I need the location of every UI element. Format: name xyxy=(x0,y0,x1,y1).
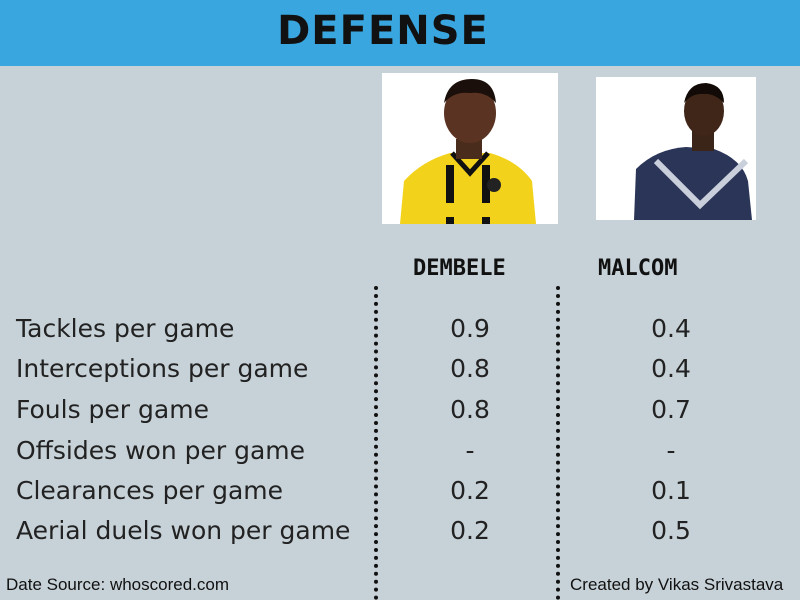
stat-row-aerial-duels: Aerial duels won per game 0.2 0.5 xyxy=(0,516,800,556)
stat-value-malcom: 0.5 xyxy=(651,516,691,545)
column-divider-left xyxy=(374,286,378,600)
player-photo-navy-kit-icon xyxy=(596,77,756,220)
player-name-dembele: DEMBELE xyxy=(413,256,506,281)
stat-row-interceptions: Interceptions per game 0.8 0.4 xyxy=(0,354,800,394)
stat-value-dembele: 0.9 xyxy=(450,314,490,343)
stat-value-dembele: 0.2 xyxy=(450,476,490,505)
stat-value-malcom: - xyxy=(666,436,676,465)
stat-label: Fouls per game xyxy=(16,395,209,424)
stat-value-malcom: 0.7 xyxy=(651,395,691,424)
stat-value-dembele: - xyxy=(465,436,475,465)
stat-row-fouls: Fouls per game 0.8 0.7 xyxy=(0,395,800,435)
stat-row-tackles: Tackles per game 0.9 0.4 xyxy=(0,314,800,354)
player-photo-yellow-kit-icon xyxy=(382,73,558,224)
player-photo-dembele xyxy=(382,73,558,224)
stat-value-malcom: 0.1 xyxy=(651,476,691,505)
stat-value-dembele: 0.8 xyxy=(450,395,490,424)
stat-value-dembele: 0.2 xyxy=(450,516,490,545)
stat-label: Tackles per game xyxy=(16,314,235,343)
stat-value-malcom: 0.4 xyxy=(651,314,691,343)
data-source-note: Date Source: whoscored.com xyxy=(6,575,229,594)
page-title: DEFENSE xyxy=(277,8,489,54)
header-bar: DEFENSE xyxy=(0,0,800,66)
player-name-malcom: MALCOM xyxy=(598,256,678,281)
stat-row-offsides: Offsides won per game - - xyxy=(0,436,800,476)
stat-label: Aerial duels won per game xyxy=(16,516,351,545)
stat-label: Clearances per game xyxy=(16,476,284,505)
column-divider-right xyxy=(556,286,560,600)
stat-value-dembele: 0.8 xyxy=(450,354,490,383)
stat-row-clearances: Clearances per game 0.2 0.1 xyxy=(0,476,800,516)
stat-value-malcom: 0.4 xyxy=(651,354,691,383)
credit-note: Created by Vikas Srivastava xyxy=(570,575,784,594)
player-photo-malcom xyxy=(596,77,756,220)
stat-label: Interceptions per game xyxy=(16,354,309,383)
stat-label: Offsides won per game xyxy=(16,436,306,465)
